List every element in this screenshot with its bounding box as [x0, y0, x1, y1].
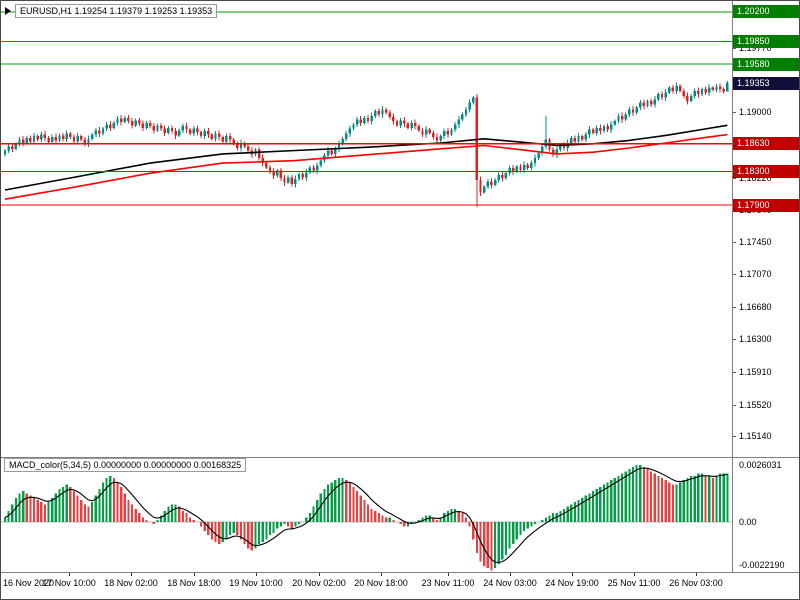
price-axis-separator	[732, 1, 733, 572]
time-axis-label: 26 Nov 03:00	[669, 578, 723, 588]
price-tick-mark	[733, 404, 736, 406]
time-axis-label: 20 Nov 02:00	[292, 578, 346, 588]
support-price-badge: 1.18300	[733, 165, 799, 179]
price-tick-mark	[733, 47, 736, 49]
support-price-badge: 1.18630	[733, 137, 799, 151]
time-axis-label: 16 Nov 2020	[3, 578, 55, 588]
time-tick-mark	[381, 573, 382, 576]
time-axis-label: 23 Nov 11:00	[421, 578, 475, 588]
price-chart-canvas[interactable]	[1, 1, 732, 457]
time-tick-mark	[319, 573, 320, 576]
macd-axis-label: -0.0022190	[739, 560, 785, 570]
macd-axis-label: 0.00	[739, 517, 757, 527]
price-tick-label: 1.17450	[739, 237, 772, 248]
time-axis-label: 17 Nov 10:00	[42, 578, 96, 588]
price-tick-label: 1.16300	[739, 334, 772, 345]
time-tick-mark	[510, 573, 511, 576]
price-tick-label: 1.15520	[739, 399, 772, 410]
price-tick-mark	[733, 436, 736, 438]
time-axis-label: 25 Nov 11:00	[607, 578, 661, 588]
macd-indicator-canvas[interactable]	[1, 458, 732, 572]
symbol-info-box: EURUSD,H1 1.19254 1.19379 1.19253 1.1935…	[5, 4, 218, 18]
price-tick-label: 1.17070	[739, 269, 772, 280]
price-tick-label: 1.15140	[739, 431, 772, 442]
time-axis-label: 24 Nov 03:00	[483, 578, 537, 588]
time-axis-label: 18 Nov 18:00	[167, 578, 221, 588]
time-axis-label: 18 Nov 02:00	[104, 578, 158, 588]
price-tick-mark	[733, 112, 736, 114]
indicator-label-box: MACD_color(5,34,5) 0.00000000 0.00000000…	[4, 458, 247, 472]
time-tick-mark	[256, 573, 257, 576]
panel-separator[interactable]	[1, 457, 799, 458]
current-price-badge: 1.19353	[733, 76, 799, 90]
time-tick-mark	[634, 573, 635, 576]
time-tick-mark	[696, 573, 697, 576]
indicator-readout: MACD_color(5,34,5) 0.00000000 0.00000000…	[4, 458, 247, 472]
time-axis-label: 24 Nov 19:00	[545, 578, 599, 588]
time-axis-label: 20 Nov 18:00	[354, 578, 408, 588]
price-tick-label: 1.16680	[739, 302, 772, 313]
ma-fast-line	[4, 133, 728, 200]
price-tick-mark	[733, 371, 736, 373]
support-price-badge: 1.17900	[733, 198, 799, 212]
time-axis[interactable]: 16 Nov 2020 17 Nov 10:00 18 Nov 02:00 18 No…	[1, 573, 732, 599]
price-tick-mark	[733, 339, 736, 341]
chart-marker-icon	[5, 7, 11, 15]
resistance-price-badge: 1.19580	[733, 57, 799, 71]
time-tick-mark	[572, 573, 573, 576]
price-tick-mark	[733, 307, 736, 309]
time-tick-mark	[448, 573, 449, 576]
macd-signal-line	[4, 467, 728, 564]
candles-group	[3, 80, 729, 207]
axis-separator	[1, 572, 799, 573]
time-axis-label: 19 Nov 10:00	[229, 578, 283, 588]
macd-axis-label: 0.0026031	[739, 460, 782, 470]
ma-slow-line	[4, 124, 728, 191]
price-tick-label: 1.19000	[739, 107, 772, 118]
resistance-price-badge: 1.20200	[733, 5, 799, 19]
price-axis[interactable]: 1.197701.190001.182201.178401.174501.170…	[733, 1, 799, 573]
resistance-price-badge: 1.19850	[733, 34, 799, 48]
time-tick-mark	[194, 573, 195, 576]
symbol-ohlc-readout: EURUSD,H1 1.19254 1.19379 1.19253 1.1935…	[15, 4, 218, 18]
time-tick-mark	[69, 573, 70, 576]
time-tick-mark	[131, 573, 132, 576]
price-tick-mark	[733, 242, 736, 244]
price-tick-mark	[733, 177, 736, 179]
price-tick-label: 1.15910	[739, 366, 772, 377]
price-tick-mark	[733, 274, 736, 276]
